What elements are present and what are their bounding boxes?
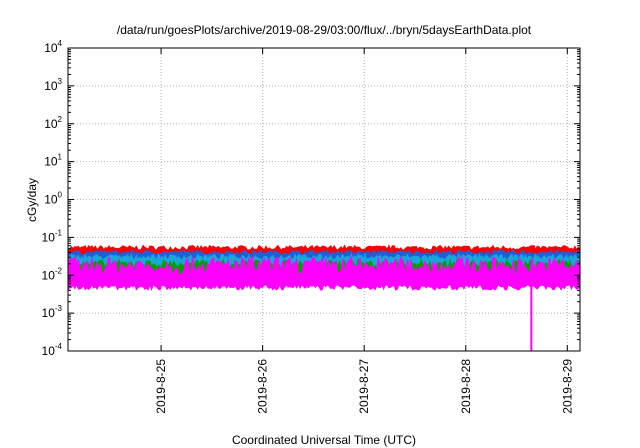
chart-title: /data/run/goesPlots/archive/2019-08-29/0… [117, 23, 532, 37]
x-tick-label: 2019-8-27 [357, 359, 371, 414]
series-line [67, 244, 581, 252]
grid-lines [68, 48, 580, 351]
y-axis-label: cGy/day [25, 178, 39, 222]
series-layer [67, 244, 581, 351]
x-axis: 2019-8-25 2019-8-26 2019-8-27 2019-8-28 2019… [154, 48, 574, 414]
series-line [67, 252, 581, 262]
y-tick-label: 10-4 [42, 342, 63, 358]
x-axis-label: Coordinated Universal Time (UTC) [232, 433, 416, 447]
y-axis: 10-4 10-3 10-2 10-1 100 101 102 103 104 [42, 39, 580, 358]
y-tick-label: 101 [44, 153, 62, 169]
series-line [67, 248, 581, 258]
y-tick-label: 104 [44, 39, 62, 55]
x-tick-label: 2019-8-28 [459, 359, 473, 414]
y-tick-label: 103 [44, 77, 62, 93]
x-tick-label: 2019-8-26 [256, 359, 270, 414]
series-line [67, 254, 581, 278]
y-tick-label: 10-1 [42, 228, 63, 244]
x-tick-label: 2019-8-29 [560, 359, 574, 414]
y-tick-label: 10-2 [42, 266, 63, 282]
x-tick-label: 2019-8-25 [154, 359, 168, 414]
y-tick-label: 100 [44, 191, 62, 207]
y-tick-label: 102 [44, 115, 62, 131]
y-tick-label: 10-3 [42, 304, 63, 320]
